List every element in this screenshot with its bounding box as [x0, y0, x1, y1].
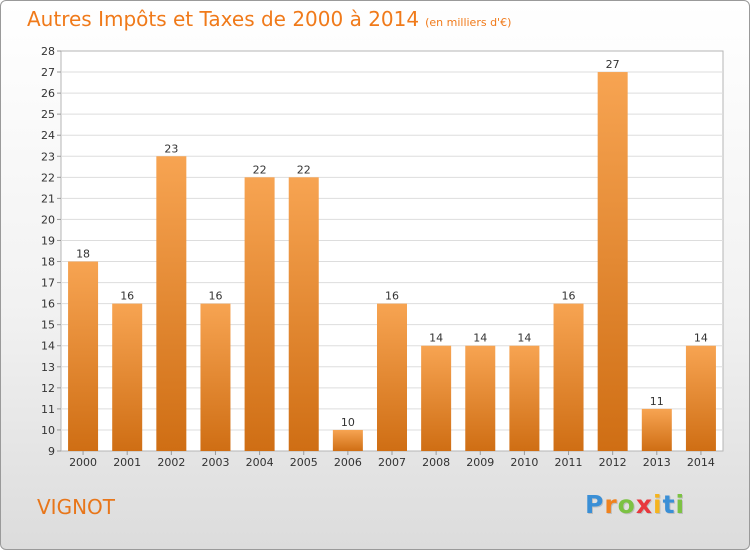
bar-2003: [200, 303, 231, 451]
logo-letter: t: [662, 490, 676, 519]
y-tick-label: 11: [41, 403, 55, 416]
logo-letter: x: [635, 490, 653, 519]
x-tick-label-2007: 2007: [378, 456, 406, 469]
x-axis-ticks: 2000 2001 2002 2003 2004 2005 2006 2007 2008 2009…: [69, 451, 715, 469]
x-tick-label-2010: 2010: [510, 456, 538, 469]
y-tick-label: 13: [41, 361, 55, 374]
value-label-2006: 10: [341, 416, 355, 429]
bar-2012: [597, 72, 628, 451]
y-tick-label: 19: [41, 234, 55, 247]
x-tick-label-2008: 2008: [422, 456, 450, 469]
y-tick-label: 26: [41, 87, 55, 100]
logo-letter: i: [653, 490, 663, 519]
bar-2014: [685, 345, 716, 451]
value-label-2007: 16: [385, 290, 399, 303]
bar-2013: [641, 408, 672, 451]
x-tick-label-2009: 2009: [466, 456, 494, 469]
bars: [68, 72, 716, 451]
y-tick-label: 25: [41, 108, 55, 121]
value-label-2003: 16: [208, 290, 222, 303]
logo-letter: o: [617, 490, 636, 519]
value-label-2008: 14: [429, 332, 443, 345]
bar-2001: [112, 303, 143, 451]
value-label-2001: 16: [120, 290, 134, 303]
value-label-2000: 18: [76, 248, 90, 261]
bar-2009: [465, 345, 496, 451]
bar-2008: [421, 345, 452, 451]
bar-2002: [156, 156, 187, 451]
y-tick-label: 27: [41, 66, 55, 79]
value-label-2002: 23: [164, 142, 178, 155]
chart-title: Autres Impôts et Taxes de 2000 à 2014 (en…: [27, 7, 511, 31]
bar-2006: [332, 429, 363, 451]
logo-letter: i: [675, 490, 686, 519]
logo-letter: P: [585, 490, 605, 519]
x-tick-label-2002: 2002: [157, 456, 185, 469]
x-tick-label-2014: 2014: [687, 456, 715, 469]
y-tick-label: 12: [41, 382, 55, 395]
bar-2004: [244, 177, 275, 451]
x-tick-label-2003: 2003: [201, 456, 229, 469]
y-tick-label: 28: [41, 45, 55, 58]
y-tick-label: 10: [41, 424, 55, 437]
value-label-2005: 22: [297, 163, 311, 176]
commune-name: VIGNOT: [37, 495, 115, 519]
y-tick-label: 22: [41, 171, 55, 184]
value-label-2011: 16: [562, 290, 576, 303]
bar-2010: [509, 345, 540, 451]
value-label-2004: 22: [253, 163, 267, 176]
x-tick-label-2004: 2004: [246, 456, 274, 469]
x-tick-label-2006: 2006: [334, 456, 362, 469]
bar-2000: [68, 261, 99, 451]
bar-2005: [288, 177, 319, 451]
y-tick-label: 24: [41, 129, 55, 142]
y-tick-label: 21: [41, 192, 55, 205]
bar-2011: [553, 303, 584, 451]
value-label-2012: 27: [606, 58, 620, 71]
x-tick-label-2013: 2013: [643, 456, 671, 469]
y-tick-label: 15: [41, 319, 55, 332]
proxiti-logo[interactable]: Proxiti: [585, 490, 685, 519]
value-label-2009: 14: [473, 332, 487, 345]
x-tick-label-2012: 2012: [599, 456, 627, 469]
x-tick-label-2005: 2005: [290, 456, 318, 469]
x-tick-label-2011: 2011: [555, 456, 583, 469]
y-tick-label: 20: [41, 213, 55, 226]
value-labels: 18 16 23 16 22 22 10 16 14 14 14 16 27 11 14: [76, 58, 708, 429]
logo-letter: r: [604, 490, 618, 519]
y-tick-label: 17: [41, 277, 55, 290]
value-label-2010: 14: [517, 332, 531, 345]
chart-unit-label: (en milliers d'€): [425, 16, 512, 29]
y-tick-label: 14: [41, 340, 55, 353]
y-tick-label: 16: [41, 298, 55, 311]
bar-2007: [377, 303, 407, 451]
value-label-2013: 11: [650, 395, 664, 408]
y-tick-label: 9: [48, 445, 55, 458]
x-tick-label-2000: 2000: [69, 456, 97, 469]
chart-title-text: Autres Impôts et Taxes de 2000 à 2014: [27, 7, 420, 31]
y-tick-label: 18: [41, 256, 55, 269]
value-label-2014: 14: [694, 332, 708, 345]
y-tick-label: 23: [41, 150, 55, 163]
y-axis-ticks: 9 10 11 12 13 14 15 16 17 18 19 20 21 22 23 24 25 26 27 28: [41, 45, 61, 458]
x-tick-label-2001: 2001: [113, 456, 141, 469]
